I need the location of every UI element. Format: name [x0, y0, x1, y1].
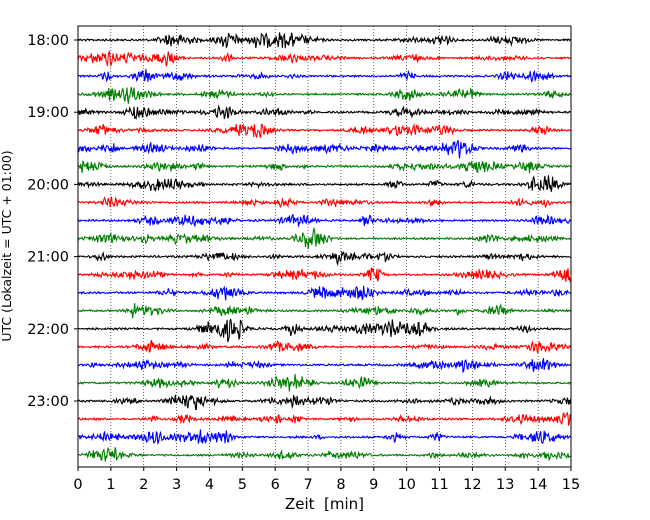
x-tick-label: 11	[430, 477, 448, 493]
x-tick-label: 13	[496, 477, 514, 493]
trace-line	[77, 429, 572, 445]
trace-line	[77, 446, 572, 462]
x-tick-label: 14	[529, 477, 547, 493]
plot-background	[78, 26, 571, 467]
x-axis-label: Zeit [min]	[285, 495, 364, 513]
y-tick-label: 20:00	[27, 177, 69, 193]
y-axis-label: UTC (Lokalzeit = UTC + 01:00)	[0, 150, 14, 341]
trace-line	[77, 411, 572, 426]
x-tick-label: 15	[562, 477, 580, 493]
trace-line	[77, 195, 572, 209]
trace-line	[77, 267, 572, 284]
x-tick-label: 0	[73, 477, 82, 493]
trace-line	[77, 285, 572, 301]
trace-line	[77, 339, 572, 354]
x-tick-label: 3	[172, 477, 181, 493]
trace-line	[77, 159, 572, 174]
x-tick-label: 7	[303, 477, 312, 493]
trace-line	[77, 302, 572, 319]
x-axis: 0 1 2 3 4 5 6 7 8 9 10 11 12 13 14 15	[73, 467, 580, 493]
trace-line	[77, 139, 572, 159]
x-tick-label: 9	[369, 477, 378, 493]
x-tick-label: 4	[205, 477, 214, 493]
trace-line	[77, 318, 571, 343]
traces	[77, 32, 572, 462]
x-tick-label: 8	[336, 477, 345, 493]
trace-line	[77, 32, 572, 49]
y-axis: 18:00 19:00 20:00 21:00 22:00 23:00	[27, 33, 78, 410]
trace-line	[77, 50, 571, 68]
y-tick-label: 23:00	[27, 394, 69, 410]
trace-line	[77, 214, 572, 228]
trace-line	[77, 250, 571, 267]
x-tick-label: 2	[139, 477, 148, 493]
y-tick-label: 19:00	[27, 105, 69, 121]
plot-frame	[77, 25, 572, 468]
x-tick-label: 6	[271, 477, 280, 493]
trace-line	[77, 68, 572, 83]
trace-line	[77, 175, 572, 193]
x-tick-label: 5	[238, 477, 247, 493]
trace-line	[77, 374, 571, 392]
trace-line	[77, 104, 572, 121]
y-tick-label: 22:00	[27, 322, 69, 338]
trace-line	[77, 226, 572, 250]
x-tick-label: 12	[463, 477, 481, 493]
y-tick-label: 18:00	[27, 33, 69, 49]
trace-line	[77, 358, 572, 374]
x-tick-label: 10	[397, 477, 415, 493]
trace-line	[77, 87, 572, 104]
y-tick-label: 21:00	[27, 250, 69, 266]
x-tick-label: 1	[106, 477, 115, 493]
trace-line	[77, 122, 571, 139]
trace-line	[77, 394, 572, 410]
